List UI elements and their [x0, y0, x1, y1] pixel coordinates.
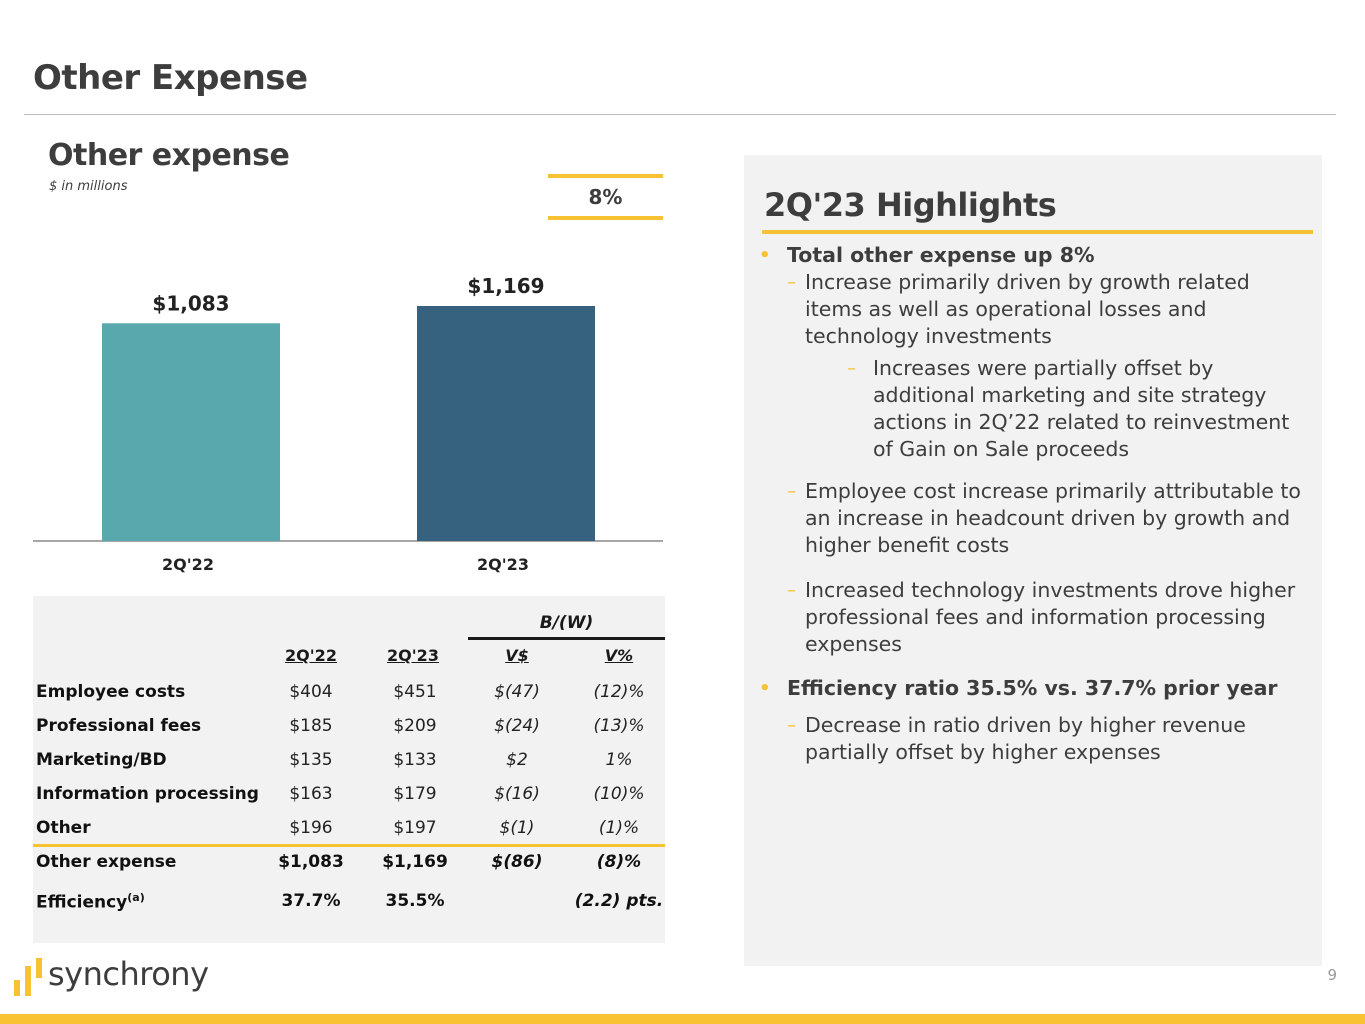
row-label: Professional fees: [36, 716, 202, 736]
cell-v-dollar: $2: [506, 750, 528, 770]
cell-v-percent: (13)%: [593, 716, 645, 736]
table-row: Marketing/BD $135 $133 $2 1%: [33, 742, 665, 776]
table-row: Professional fees $185 $209 $(24) (13)%: [33, 708, 665, 742]
x-tick-label: 2Q'22: [162, 555, 214, 574]
cell-2q23: 35.5%: [385, 891, 445, 911]
title-divider: [24, 114, 1336, 115]
table-group-header: B/(W): [468, 610, 665, 640]
cell-2q22: $135: [289, 750, 333, 770]
highlight-sub-bullet: – Decrease in ratio driven by higher reve…: [787, 713, 1246, 764]
bar-2q22: [102, 323, 280, 541]
table-row: Employee costs $404 $451 $(47) (12)%: [33, 674, 665, 708]
dash-icon: –: [787, 481, 796, 502]
cell-2q22: $404: [289, 682, 333, 702]
highlight-bullet: • Total other expense up 8%: [759, 243, 1095, 267]
bar-value-label: $1,083: [152, 291, 229, 315]
table-row: Other $196 $197 $(1) (1)%: [33, 810, 665, 844]
row-label: Marketing/BD: [36, 750, 167, 770]
expense-table: [33, 596, 665, 943]
row-label: Employee costs: [36, 682, 186, 702]
cell-v-percent: (8)%: [596, 852, 642, 872]
highlight-sub-bullet: – Employee cost increase primarily attrib…: [787, 479, 1301, 557]
cell-v-percent: 1%: [605, 750, 633, 770]
cell-2q22: 37.7%: [281, 891, 341, 911]
bar-chart: $1,083 2Q'22 $1,169 2Q'23: [33, 274, 663, 574]
row-label: Information processing: [36, 784, 259, 804]
cell-2q23: $209: [393, 716, 437, 736]
col-header-v-percent: V%: [604, 646, 634, 665]
row-label: Other expense: [36, 852, 177, 872]
synchrony-logo-icon: [14, 958, 42, 996]
col-header-2q22: 2Q'22: [285, 646, 337, 665]
table-row: Information processing $163 $179 $(16) (…: [33, 776, 665, 810]
highlights-divider: [762, 230, 1313, 234]
col-header-v-dollar: V$: [505, 646, 529, 665]
footnote-marker: (a): [127, 891, 145, 904]
cell-v-dollar: $(24): [494, 716, 540, 736]
cell-v-percent: (10)%: [593, 784, 645, 804]
footer-accent-bar: [0, 1014, 1365, 1024]
dash-icon: –: [847, 358, 856, 379]
highlights-title: 2Q'23 Highlights: [764, 186, 1057, 224]
cell-v-percent: (1)%: [598, 818, 640, 838]
dash-icon: –: [787, 715, 796, 736]
bar-value-label: $1,169: [467, 274, 544, 298]
highlight-sub-bullet: – Increase primarily driven by growth rel…: [787, 270, 1250, 348]
cell-2q22: $163: [289, 784, 333, 804]
row-label: Other: [36, 818, 91, 838]
row-label: Efficiency(a): [36, 891, 145, 913]
cell-v-dollar: $(1): [499, 818, 535, 838]
brand-logo-text: synchrony: [48, 955, 209, 993]
dash-icon: –: [787, 272, 796, 293]
cell-v-dollar: $(16): [494, 784, 540, 804]
cell-v-percent: (2.2) pts.: [574, 891, 664, 911]
cell-2q22: $1,083: [278, 852, 344, 872]
chart-subtitle: $ in millions: [49, 179, 128, 194]
cell-v-dollar: $(86): [491, 852, 543, 872]
highlight-bullet: • Efficiency ratio 35.5% vs. 37.7% prior …: [759, 676, 1278, 700]
page-number: 9: [1327, 966, 1337, 984]
col-header-2q23: 2Q'23: [387, 646, 439, 665]
growth-badge: 8%: [548, 174, 663, 220]
highlights-panel: [744, 155, 1322, 966]
x-tick-label: 2Q'23: [477, 555, 529, 574]
highlight-sub-sub-bullet: – Increases were partially offset by addi…: [847, 356, 1290, 461]
total-divider: [33, 844, 665, 847]
cell-2q22: $185: [289, 716, 333, 736]
cell-2q23: $133: [393, 750, 437, 770]
cell-2q22: $196: [289, 818, 333, 838]
cell-2q23: $179: [393, 784, 437, 804]
cell-2q23: $451: [393, 682, 437, 702]
table-total-row: Other expense $1,083 $1,169 $(86) (8)%: [33, 844, 665, 878]
cell-2q23: $197: [393, 818, 437, 838]
chart-title: Other expense: [48, 138, 290, 173]
cell-v-percent: (12)%: [593, 682, 645, 702]
dash-icon: –: [787, 580, 796, 601]
cell-2q23: $1,169: [382, 852, 448, 872]
table-efficiency-row: Efficiency(a) 37.7% 35.5% (2.2) pts.: [33, 883, 665, 917]
page-title: Other Expense: [33, 58, 308, 98]
bar-2q23: [417, 306, 595, 541]
cell-v-dollar: $(47): [494, 682, 540, 702]
highlight-sub-bullet: – Increased technology investments drove …: [787, 578, 1296, 656]
bullet-dot-icon: •: [759, 678, 771, 699]
bullet-dot-icon: •: [759, 245, 771, 266]
